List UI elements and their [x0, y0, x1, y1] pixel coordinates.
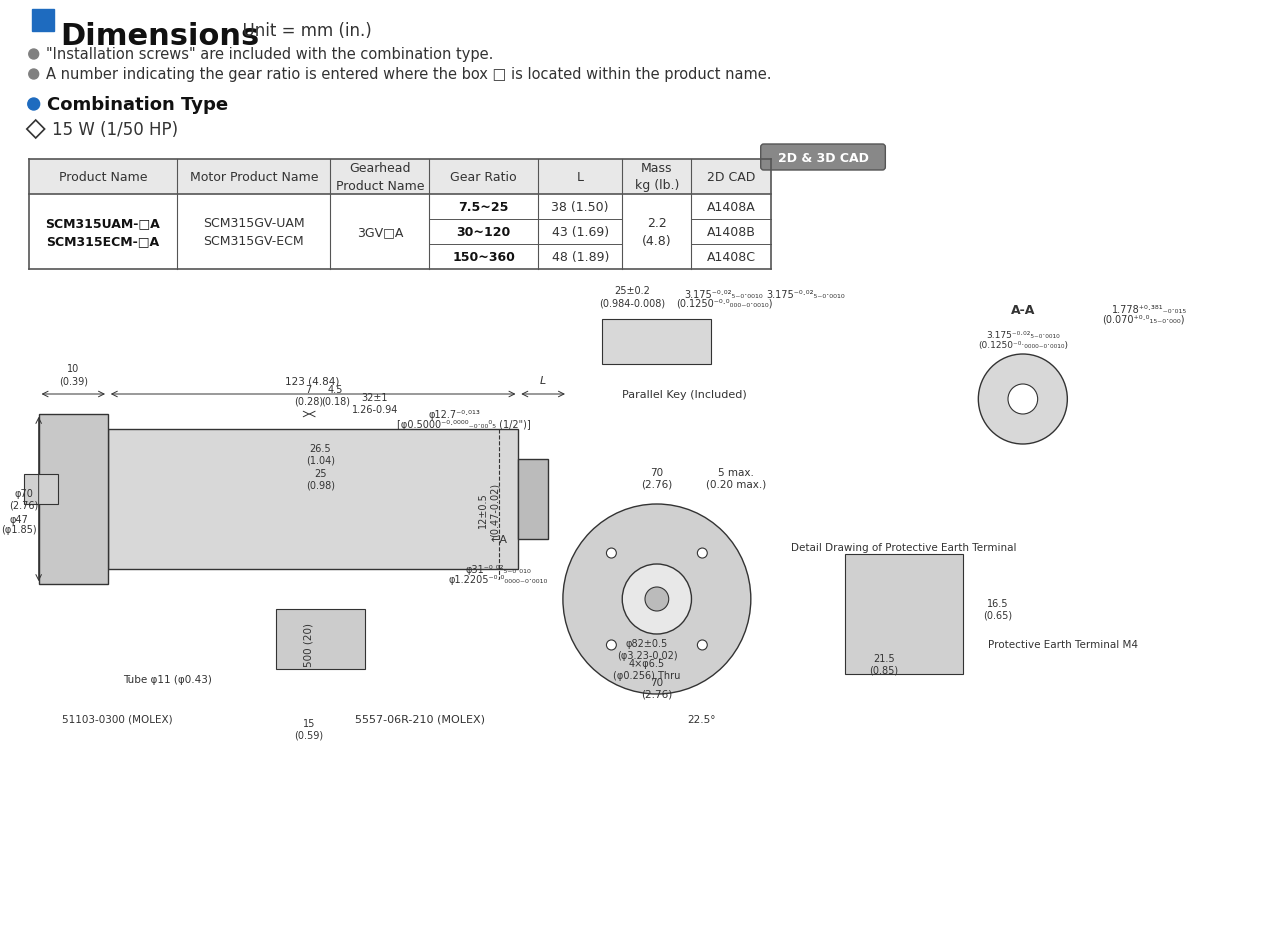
Text: 3.175⁻⁰·⁰²₅₋₀·₀₀₁₀: 3.175⁻⁰·⁰²₅₋₀·₀₀₁₀ [685, 289, 763, 300]
Text: Combination Type: Combination Type [46, 95, 228, 114]
Text: (0.1250⁻⁰·⁰₀₀₀₋₀·₀₀₁₀): (0.1250⁻⁰·⁰₀₀₀₋₀·₀₀₁₀) [676, 298, 772, 308]
Text: Protective Earth Terminal M4: Protective Earth Terminal M4 [988, 639, 1138, 650]
Circle shape [698, 548, 708, 559]
Text: 3.175⁻⁰·⁰²₅₋₀·₀₀₁₀: 3.175⁻⁰·⁰²₅₋₀·₀₀₁₀ [986, 330, 1060, 340]
Text: φ47: φ47 [9, 515, 28, 524]
Text: 3GV□A: 3GV□A [357, 226, 403, 239]
Text: 70
(2.76): 70 (2.76) [641, 677, 672, 699]
Text: 10
(0.39): 10 (0.39) [59, 364, 88, 386]
Text: 70
(2.76): 70 (2.76) [641, 467, 672, 490]
Circle shape [28, 99, 40, 110]
Text: Tube φ11 (φ0.43): Tube φ11 (φ0.43) [123, 674, 211, 684]
Bar [28, 160, 771, 195]
Text: 16.5
(0.65): 16.5 (0.65) [983, 598, 1012, 621]
Text: 5557-06R-210 (MOLEX): 5557-06R-210 (MOLEX) [355, 714, 485, 724]
Circle shape [28, 70, 38, 80]
Circle shape [622, 564, 691, 635]
Text: "Installation screws" are included with the combination type.: "Installation screws" are included with … [46, 48, 493, 63]
Circle shape [607, 548, 617, 559]
Text: φ70
(2.76): φ70 (2.76) [9, 489, 38, 510]
Text: φ1.2205⁻⁰·⁰₀₀₀₀₋₀·₀₀₁₀: φ1.2205⁻⁰·⁰₀₀₀₀₋₀·₀₀₁₀ [449, 575, 548, 584]
Text: 7
(0.28): 7 (0.28) [294, 385, 324, 406]
Text: (φ1.85): (φ1.85) [1, 524, 37, 534]
Text: (0.1250⁻⁰·₀₀₀₀₋₀·₀₀₁₀): (0.1250⁻⁰·₀₀₀₀₋₀·₀₀₁₀) [978, 341, 1068, 350]
Text: 15 W (1/50 HP): 15 W (1/50 HP) [51, 121, 178, 139]
Text: SCM315GV-UAM
SCM315GV-ECM: SCM315GV-UAM SCM315GV-ECM [204, 217, 305, 248]
Text: Unit = mm (in.): Unit = mm (in.) [232, 22, 371, 40]
Circle shape [1007, 385, 1038, 415]
Text: Parallel Key (Included): Parallel Key (Included) [622, 389, 748, 400]
Text: 2.2
(4.8): 2.2 (4.8) [643, 217, 672, 248]
Text: 123 (4.84): 123 (4.84) [285, 375, 339, 386]
Text: 4×φ6.5
(φ0.256) Thru: 4×φ6.5 (φ0.256) Thru [613, 659, 681, 680]
Text: 21.5
(0.85): 21.5 (0.85) [869, 653, 899, 675]
Text: 3.175⁻⁰·⁰²₅₋₀·₀₀₁₀: 3.175⁻⁰·⁰²₅₋₀·₀₀₁₀ [765, 289, 845, 300]
Text: 51103-0300 (MOLEX): 51103-0300 (MOLEX) [63, 714, 173, 724]
Circle shape [563, 505, 751, 695]
Text: A number indicating the gear ratio is entered where the box □ is located within : A number indicating the gear ratio is en… [46, 67, 771, 82]
Text: ←A: ←A [490, 534, 507, 545]
Text: 7.5~25: 7.5~25 [458, 201, 509, 213]
Text: φ12.7⁻⁰·⁰¹³: φ12.7⁻⁰·⁰¹³ [428, 410, 480, 419]
Text: 5 max.
(0.20 max.): 5 max. (0.20 max.) [705, 467, 767, 490]
Text: 48 (1.89): 48 (1.89) [552, 251, 609, 264]
Text: 15
(0.59): 15 (0.59) [294, 719, 324, 740]
Bar [845, 554, 964, 674]
Bar [38, 415, 108, 584]
Text: 25
(0.98): 25 (0.98) [306, 469, 335, 490]
Text: (0.070⁺⁰·⁰₁₅₋₀·₀₀₀): (0.070⁺⁰·⁰₁₅₋₀·₀₀₀) [1102, 314, 1184, 325]
Text: Detail Drawing of Protective Earth Terminal: Detail Drawing of Protective Earth Termi… [791, 543, 1016, 552]
Bar [32, 10, 54, 32]
Circle shape [698, 640, 708, 651]
Text: A-A: A-A [1011, 303, 1036, 316]
Text: 500 (20): 500 (20) [303, 622, 314, 666]
FancyBboxPatch shape [760, 145, 886, 170]
Text: L: L [540, 375, 547, 386]
Text: φ82±0.5
(φ3.23-0.02): φ82±0.5 (φ3.23-0.02) [617, 638, 677, 660]
Text: φ31⁻⁰·⁰²₅₋₀·₀₁₀: φ31⁻⁰·⁰²₅₋₀·₀₁₀ [466, 564, 531, 575]
Circle shape [28, 50, 38, 60]
Text: Gear Ratio: Gear Ratio [451, 170, 517, 183]
Text: 25±0.2
(0.984-0.008): 25±0.2 (0.984-0.008) [599, 286, 666, 308]
Text: A1408C: A1408C [707, 251, 755, 264]
Circle shape [607, 640, 617, 651]
Bar [24, 475, 59, 505]
Text: 38 (1.50): 38 (1.50) [552, 201, 609, 213]
Text: 26.5
(1.04): 26.5 (1.04) [306, 444, 335, 465]
Text: 150~360: 150~360 [452, 251, 516, 264]
Circle shape [978, 355, 1068, 445]
Text: Gearhead
Product Name: Gearhead Product Name [335, 162, 424, 192]
Text: [φ0.5000⁻⁰·⁰⁰⁰⁰₋₀·₀₀⁰₅ (1/2")]: [φ0.5000⁻⁰·⁰⁰⁰⁰₋₀·₀₀⁰₅ (1/2")] [397, 419, 531, 430]
Text: Mass
kg (lb.): Mass kg (lb.) [635, 162, 680, 192]
Text: L: L [577, 170, 584, 183]
Bar [518, 460, 548, 539]
Text: 30~120: 30~120 [457, 226, 511, 239]
Bar [603, 320, 712, 365]
Text: 2D CAD: 2D CAD [707, 170, 755, 183]
Circle shape [645, 588, 668, 611]
Text: Motor Product Name: Motor Product Name [189, 170, 317, 183]
Text: 32±1
1.26-0.94: 32±1 1.26-0.94 [352, 393, 398, 415]
Text: 4.5
(0.18): 4.5 (0.18) [321, 385, 349, 406]
Text: 12±0.5
(0.47-0.02): 12±0.5 (0.47-0.02) [477, 482, 499, 536]
Bar [108, 430, 518, 569]
Text: Product Name: Product Name [59, 170, 147, 183]
Text: A1408B: A1408B [707, 226, 755, 239]
Text: 43 (1.69): 43 (1.69) [552, 226, 609, 239]
Text: A1408A: A1408A [707, 201, 755, 213]
Text: 22.5°: 22.5° [687, 714, 716, 724]
Text: Dimensions: Dimensions [60, 22, 260, 51]
Text: SCM315UAM-□A
SCM315ECM-□A: SCM315UAM-□A SCM315ECM-□A [46, 217, 160, 248]
Bar [276, 609, 365, 669]
Text: 1.778⁺⁰·³⁸¹₋₀·₀₁₅: 1.778⁺⁰·³⁸¹₋₀·₀₁₅ [1112, 305, 1187, 314]
Text: 2D & 3D CAD: 2D & 3D CAD [777, 152, 868, 165]
